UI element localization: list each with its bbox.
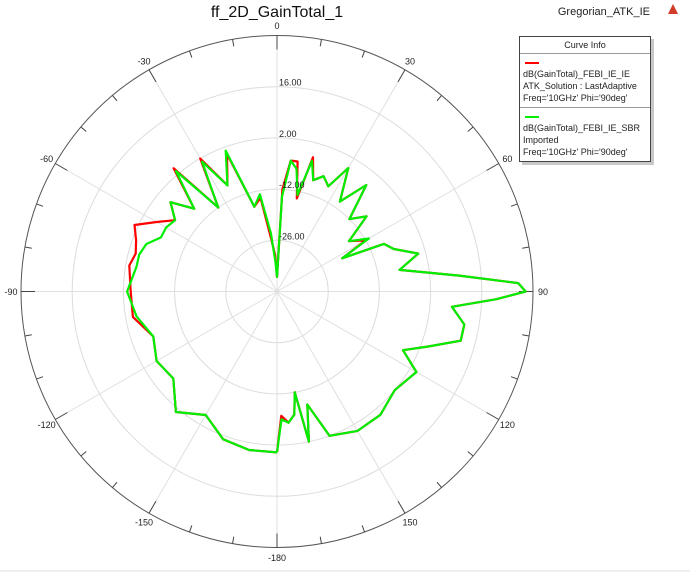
- grid-spoke: [148, 69, 278, 292]
- minor-tick: [36, 203, 44, 207]
- grid-spoke: [55, 291, 278, 420]
- minor-tick: [36, 376, 44, 380]
- minor-tick: [24, 246, 32, 249]
- minor-tick: [112, 95, 118, 102]
- legend-entry-params: Freq='10GHz' Phi='90deg': [523, 147, 628, 157]
- legend-entry-params: Freq='10GHz' Phi='90deg': [523, 93, 628, 103]
- minor-tick: [319, 536, 322, 544]
- radial-label: 16.00: [279, 78, 302, 88]
- major-tick: [148, 69, 157, 83]
- major-tick: [55, 412, 68, 420]
- legend-curve-info[interactable]: Curve Info dB(GainTotal)_FEBI_IE_IE ATK_…: [519, 36, 651, 162]
- minor-tick: [232, 536, 235, 544]
- angle-label: 0: [274, 21, 279, 31]
- radial-label: -26.00: [279, 231, 305, 241]
- grid-spoke: [148, 291, 278, 514]
- minor-tick: [24, 334, 32, 337]
- legend-title: Curve Info: [520, 37, 650, 54]
- major-tick: [55, 163, 68, 171]
- major-tick: [397, 500, 406, 514]
- radial-label: 2.00: [279, 129, 297, 139]
- legend-entry-solution: ATK_Solution : LastAdaptive: [523, 81, 637, 91]
- angle-label: 90: [538, 287, 548, 297]
- warning-triangle-icon[interactable]: [668, 4, 678, 14]
- minor-tick: [188, 525, 193, 533]
- curve-dB(GainTotal)_FEBI_IE_SBR: [125, 149, 527, 454]
- minor-tick: [319, 39, 322, 47]
- minor-tick: [80, 126, 87, 132]
- grid-spoke: [276, 291, 406, 514]
- major-tick: [148, 500, 157, 514]
- minor-tick: [112, 481, 118, 488]
- angle-label: 120: [500, 420, 515, 430]
- minor-tick: [522, 246, 530, 249]
- minor-tick: [188, 50, 193, 58]
- major-tick: [486, 412, 499, 420]
- grid-spoke: [276, 69, 406, 292]
- angle-label: -90: [4, 287, 17, 297]
- angle-label: -180: [268, 553, 286, 563]
- grid-spoke: [276, 163, 499, 292]
- minor-tick: [80, 451, 87, 457]
- angle-label: 60: [502, 154, 512, 164]
- legend-entry-solution: Imported: [523, 135, 559, 145]
- chart-title: ff_2D_GainTotal_1: [210, 4, 344, 21]
- angle-label: -60: [40, 154, 53, 164]
- legend-entry-sbr[interactable]: dB(GainTotal)_FEBI_IE_SBR Imported Freq=…: [520, 107, 650, 161]
- legend-entry-ie[interactable]: dB(GainTotal)_FEBI_IE_IE ATK_Solution : …: [520, 54, 650, 107]
- radial-label: -12.00: [279, 180, 305, 190]
- angle-label: 30: [405, 57, 415, 67]
- minor-tick: [510, 376, 518, 380]
- angle-label: 150: [402, 517, 417, 527]
- major-tick: [486, 163, 499, 171]
- angle-label: -30: [137, 57, 150, 67]
- bottom-border: [0, 570, 690, 572]
- minor-tick: [510, 203, 518, 207]
- minor-tick: [361, 525, 366, 533]
- minor-tick: [436, 481, 442, 488]
- major-tick: [397, 69, 406, 83]
- minor-tick: [467, 126, 474, 132]
- minor-tick: [361, 50, 366, 58]
- minor-tick: [232, 39, 235, 47]
- angle-label: -120: [38, 420, 56, 430]
- polar-grid: [20, 35, 534, 548]
- polar-curves: [125, 149, 527, 454]
- legend-swatch-green: [525, 115, 539, 118]
- grid-spoke: [276, 291, 499, 420]
- legend-entry-name: dB(GainTotal)_FEBI_IE_IE: [523, 69, 631, 79]
- angle-label: -150: [135, 517, 153, 527]
- polar-labels: 0 30 60 90 120 150 -180 -150 -120 -90 -60 -30 16.00 2…: [4, 21, 548, 563]
- minor-tick: [436, 95, 442, 102]
- legend-entry-name: dB(GainTotal)_FEBI_IE_SBR: [523, 123, 641, 133]
- minor-tick: [467, 451, 474, 457]
- minor-tick: [522, 334, 530, 337]
- legend-swatch-red: [525, 61, 539, 64]
- project-name: Gregorian_ATK_IE: [557, 6, 650, 18]
